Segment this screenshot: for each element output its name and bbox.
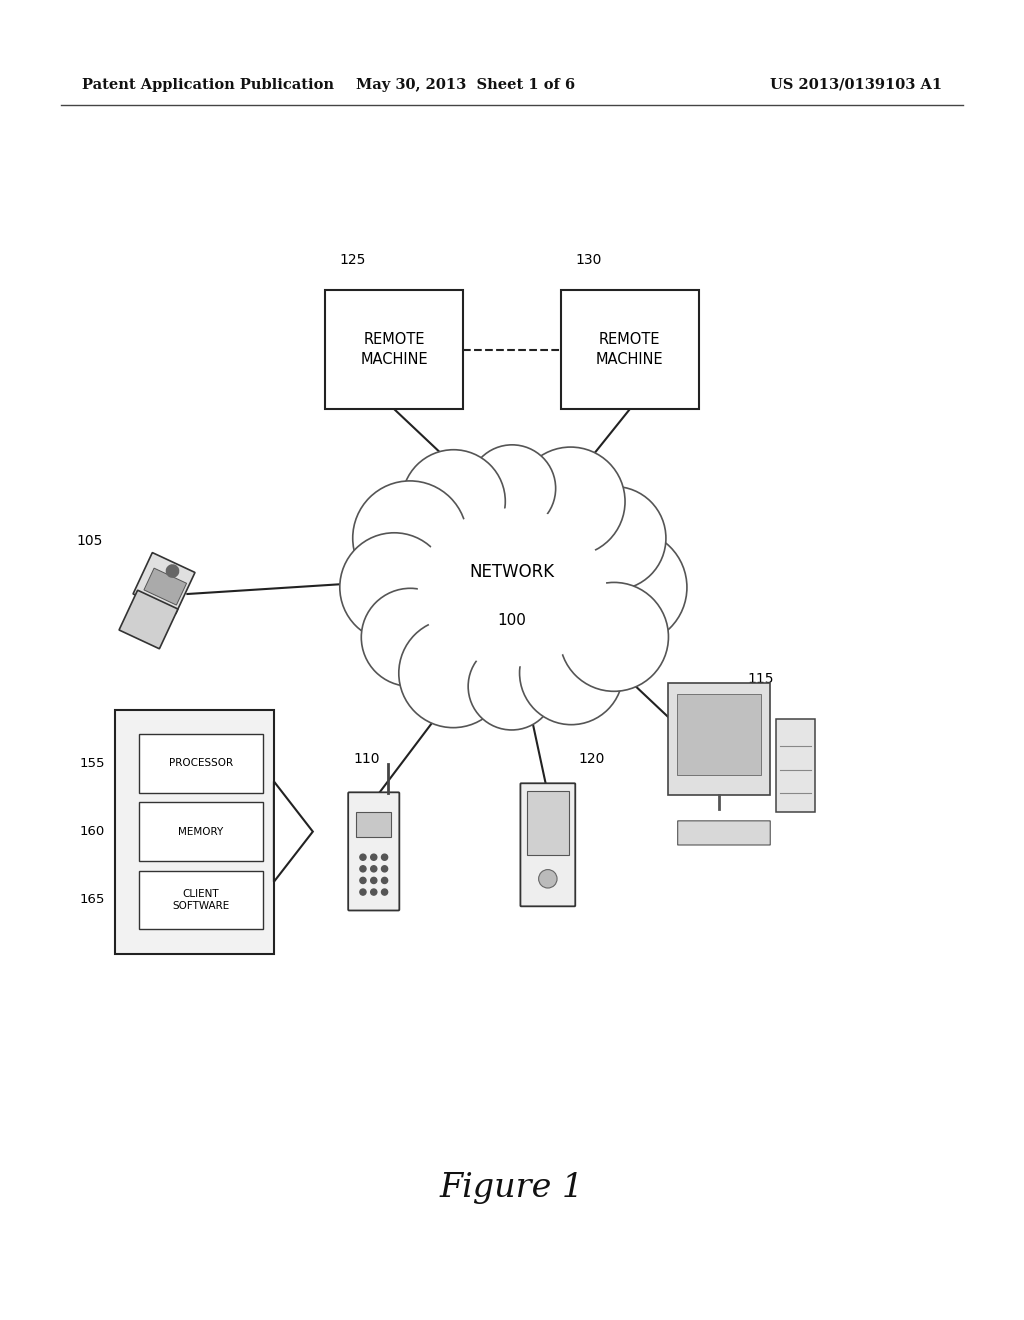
FancyBboxPatch shape	[678, 821, 770, 845]
Text: 125: 125	[340, 252, 366, 267]
Circle shape	[371, 854, 377, 861]
Circle shape	[359, 854, 366, 861]
Ellipse shape	[403, 496, 621, 678]
Circle shape	[469, 445, 556, 532]
Text: 105: 105	[76, 533, 102, 548]
Circle shape	[361, 589, 460, 686]
Circle shape	[398, 619, 508, 727]
Circle shape	[382, 878, 388, 883]
Text: 115: 115	[748, 672, 774, 686]
Circle shape	[516, 447, 625, 556]
Circle shape	[382, 866, 388, 873]
Text: 100: 100	[498, 612, 526, 628]
Circle shape	[340, 533, 449, 642]
Circle shape	[371, 888, 377, 895]
Bar	[677, 694, 761, 775]
Circle shape	[382, 888, 388, 895]
Text: 165: 165	[80, 894, 105, 907]
Bar	[356, 812, 391, 837]
Circle shape	[371, 866, 377, 873]
Circle shape	[572, 531, 687, 644]
Circle shape	[401, 450, 505, 553]
Text: Figure 1: Figure 1	[440, 1172, 584, 1204]
Circle shape	[468, 643, 555, 730]
Bar	[776, 719, 815, 812]
Circle shape	[359, 866, 366, 873]
Polygon shape	[273, 781, 313, 882]
FancyBboxPatch shape	[119, 590, 178, 648]
Text: CLIENT
SOFTWARE: CLIENT SOFTWARE	[172, 888, 229, 911]
Circle shape	[359, 878, 366, 883]
FancyBboxPatch shape	[348, 792, 399, 911]
Circle shape	[166, 565, 178, 577]
FancyBboxPatch shape	[133, 553, 195, 614]
Text: 130: 130	[575, 252, 601, 267]
Text: 155: 155	[80, 756, 105, 770]
Text: May 30, 2013  Sheet 1 of 6: May 30, 2013 Sheet 1 of 6	[356, 78, 575, 92]
Bar	[561, 290, 698, 409]
Circle shape	[539, 870, 557, 888]
Circle shape	[382, 854, 388, 861]
FancyBboxPatch shape	[520, 783, 575, 907]
Ellipse shape	[418, 508, 606, 667]
Circle shape	[352, 480, 467, 595]
Bar	[139, 803, 263, 861]
Text: 120: 120	[579, 751, 605, 766]
Text: PROCESSOR: PROCESSOR	[169, 758, 233, 768]
Text: MEMORY: MEMORY	[178, 826, 223, 837]
Bar	[144, 568, 186, 605]
Bar	[139, 734, 263, 792]
Circle shape	[562, 487, 666, 590]
Text: 160: 160	[80, 825, 105, 838]
Circle shape	[371, 878, 377, 883]
Bar	[668, 682, 770, 795]
Bar	[326, 290, 463, 409]
Bar	[139, 871, 263, 929]
Circle shape	[359, 888, 366, 895]
Circle shape	[519, 622, 623, 725]
Circle shape	[559, 582, 669, 692]
Text: 110: 110	[353, 751, 380, 766]
Text: US 2013/0139103 A1: US 2013/0139103 A1	[770, 78, 942, 92]
Text: REMOTE
MACHINE: REMOTE MACHINE	[596, 333, 664, 367]
Bar	[527, 792, 568, 854]
Bar	[116, 710, 274, 953]
Text: REMOTE
MACHINE: REMOTE MACHINE	[360, 333, 428, 367]
Text: Patent Application Publication: Patent Application Publication	[82, 78, 334, 92]
Text: NETWORK: NETWORK	[469, 562, 555, 581]
